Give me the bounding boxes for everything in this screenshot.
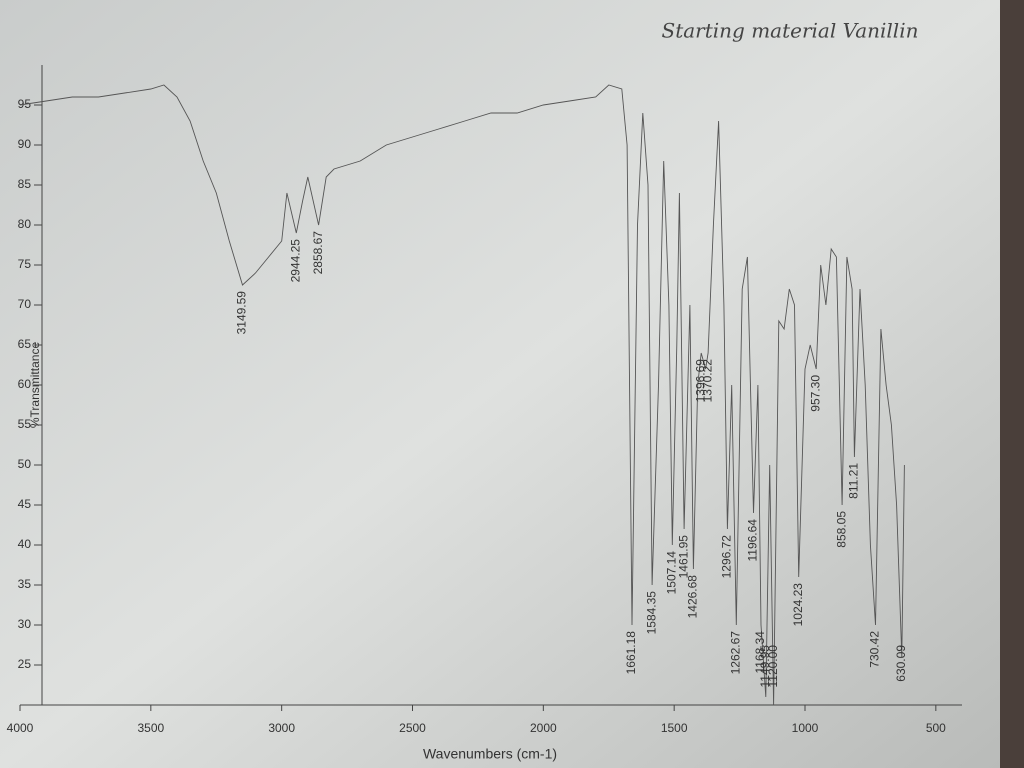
y-tick-label: 45: [18, 497, 32, 511]
peak-label: 2944.25: [288, 239, 302, 283]
x-tick-label: 2000: [530, 721, 557, 735]
y-tick-label: 35: [18, 577, 32, 591]
x-tick-label: 3500: [137, 721, 164, 735]
peak-label: 3149.59: [235, 291, 249, 335]
x-tick-label: 500: [926, 721, 946, 735]
peak-label: 1584.35: [644, 591, 658, 635]
peak-label: 1396.69: [693, 359, 707, 403]
peak-label: 811.21: [847, 463, 861, 499]
peak-label: 1296.72: [720, 535, 734, 579]
chart-title: Starting material Vanillin: [662, 19, 919, 43]
peak-label: 1262.67: [728, 631, 742, 675]
peak-label: 1661.18: [624, 631, 638, 675]
paper: [0, 0, 1000, 768]
y-tick-label: 65: [18, 337, 32, 351]
peak-label: 630.09: [894, 645, 908, 682]
peak-label: 2858.67: [311, 231, 325, 275]
y-tick-label: 70: [18, 297, 32, 311]
y-tick-label: 30: [18, 617, 32, 631]
x-tick-label: 1500: [661, 721, 688, 735]
peak-label: 1461.95: [676, 535, 690, 579]
peak-label: 730.42: [868, 631, 882, 668]
y-tick-label: 55: [18, 417, 32, 431]
x-tick-label: 3000: [268, 721, 295, 735]
y-tick-label: 90: [18, 137, 32, 151]
y-tick-label: 40: [18, 537, 32, 551]
y-tick-label: 50: [18, 457, 32, 471]
x-tick-label: 1000: [792, 721, 819, 735]
y-tick-label: 75: [18, 257, 32, 271]
x-tick-label: 4000: [7, 721, 34, 735]
peak-label: 1120.00: [766, 645, 780, 688]
peak-label: 1507.14: [664, 551, 678, 595]
y-tick-label: 25: [18, 657, 32, 671]
peak-label: 1370.22: [700, 359, 714, 403]
x-axis-label: Wavenumbers (cm-1): [423, 746, 557, 762]
y-tick-label: 85: [18, 177, 32, 191]
peak-label: 1024.23: [791, 583, 805, 627]
spectrum-line: [19, 84, 905, 706]
peak-label: 1196.64: [746, 519, 760, 562]
peak-label: 1149.95: [758, 645, 772, 688]
peak-label: 957.30: [808, 375, 822, 412]
x-tick-label: 2500: [399, 721, 426, 735]
y-tick-label: 80: [18, 217, 32, 231]
y-tick-label: 60: [18, 377, 32, 391]
peak-label: 858.05: [834, 511, 848, 548]
peak-label: 1168.34: [753, 631, 767, 674]
peak-label: 1426.68: [686, 575, 700, 619]
